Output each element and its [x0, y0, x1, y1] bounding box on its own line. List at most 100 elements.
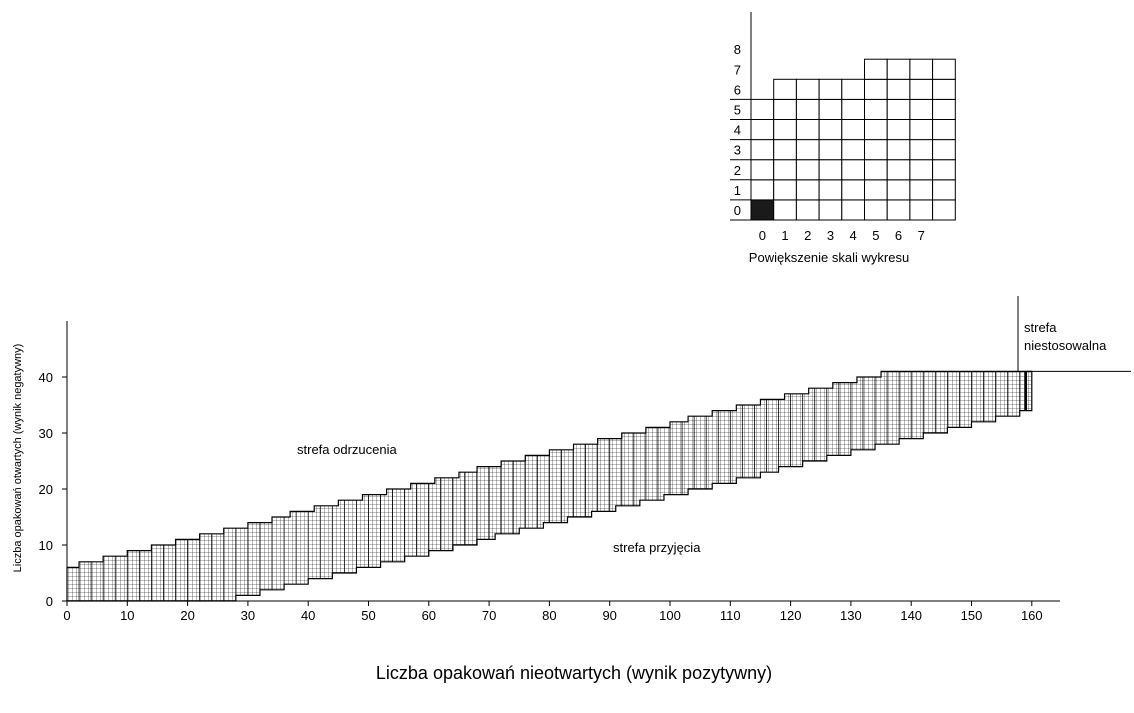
x-tick-label: 150 — [961, 608, 983, 623]
inset-cell — [909, 139, 934, 161]
inset-cell — [750, 119, 775, 141]
inset-cell — [818, 159, 843, 181]
inset-cell — [841, 98, 865, 121]
inset-cell — [773, 119, 797, 141]
inset-cell — [932, 119, 956, 141]
x-tick-label: 30 — [241, 608, 255, 623]
inset-cell — [909, 199, 934, 221]
inset-cell — [909, 159, 934, 181]
inset-cell — [864, 159, 888, 181]
accept-zone-label: strefa przyjęcia — [613, 540, 701, 555]
x-tick-label: 120 — [780, 608, 802, 623]
inset-filled-cell — [750, 199, 775, 221]
not-applicable-zone-label: strefa niestosowalna — [1024, 320, 1107, 353]
inset-x-tick-label: 1 — [781, 228, 788, 243]
inset-cell — [841, 179, 865, 201]
inset-cell — [932, 179, 956, 201]
inset-cell — [932, 159, 956, 181]
x-tick-label: 0 — [63, 608, 70, 623]
inset-cell — [932, 199, 956, 221]
inset-x-tick-label: 3 — [827, 228, 834, 243]
inset-cell — [773, 98, 797, 121]
inset-cell — [795, 159, 820, 181]
y-tick-label: 0 — [46, 594, 53, 609]
inset-cell — [841, 119, 865, 141]
main-axes — [66, 296, 1131, 602]
inset-x-tick-label: 7 — [918, 228, 925, 243]
inset-cell — [886, 58, 911, 80]
inset-cell — [864, 58, 888, 80]
inset-y-tick-label: 2 — [734, 163, 741, 178]
y-tick-label: 20 — [39, 482, 53, 497]
inset-x-tick-label: 4 — [850, 228, 857, 243]
inset-cell — [773, 199, 797, 221]
inset-cell — [909, 119, 934, 141]
inset-cell — [795, 119, 820, 141]
y-tick-label: 30 — [39, 426, 53, 441]
x-tick-label: 40 — [301, 608, 315, 623]
inset-y-tick-label: 3 — [734, 143, 741, 158]
continuation-band — [66, 370, 1033, 602]
x-tick-label: 110 — [720, 608, 741, 623]
x-axis-ticks: 0 10 20 30 40 50 60 70 80 90 100 110 120 130 140 150 160 — [63, 601, 1043, 623]
inset-cell — [909, 58, 934, 80]
inset-cell — [818, 139, 843, 161]
inset-y-tick-label: 0 — [734, 203, 741, 218]
inset-cell — [841, 78, 865, 100]
inset-cell — [773, 159, 797, 181]
inset-cell — [886, 139, 911, 161]
inset-cell — [841, 139, 865, 161]
x-tick-label: 140 — [900, 608, 922, 623]
inset-cell — [886, 179, 911, 201]
inset-cell — [795, 98, 820, 121]
x-tick-label: 160 — [1021, 608, 1043, 623]
inset-cell — [864, 78, 888, 100]
inset-cell — [864, 199, 888, 221]
x-tick-label: 60 — [422, 608, 436, 623]
x-tick-label: 80 — [542, 608, 556, 623]
x-tick-label: 90 — [602, 608, 616, 623]
x-tick-label: 100 — [659, 608, 681, 623]
inset-cell — [773, 78, 797, 100]
inset-cell — [818, 179, 843, 201]
inset-cell — [750, 139, 775, 161]
inset-title: Powiększenie skali wykresu — [749, 250, 909, 265]
inset-cell — [818, 78, 843, 100]
y-tick-label: 40 — [39, 370, 53, 385]
inset-cell — [818, 119, 843, 141]
inset-cell — [886, 159, 911, 181]
inset-cell — [864, 179, 888, 201]
inset-y-tick-label: 6 — [734, 82, 741, 97]
inset-y-tick-label: 1 — [734, 183, 741, 198]
x-tick-label: 10 — [120, 608, 134, 623]
inset-cell — [864, 139, 888, 161]
inset-cell — [909, 78, 934, 100]
inset-cell — [886, 199, 911, 221]
inset-x-tick-label: 6 — [895, 228, 902, 243]
inset-cell — [841, 159, 865, 181]
inset-cell — [864, 119, 888, 141]
inset-cell — [750, 98, 775, 121]
inset-cell — [909, 98, 934, 121]
inset-x-tick-label: 0 — [759, 228, 766, 243]
inset-cell — [932, 98, 956, 121]
inset-cell — [818, 199, 843, 221]
inset-cell — [795, 139, 820, 161]
inset-x-tick-label: 5 — [872, 228, 879, 243]
x-tick-label: 130 — [840, 608, 862, 623]
y-axis-ticks: 0 10 20 30 40 — [39, 370, 67, 609]
inset-cell — [750, 159, 775, 181]
inset-cell — [773, 139, 797, 161]
x-tick-label: 20 — [180, 608, 194, 623]
inset-cell — [773, 179, 797, 201]
inset-cell — [795, 78, 820, 100]
inset-cell — [818, 98, 843, 121]
inset-cell — [750, 179, 775, 201]
inset-cell — [932, 58, 956, 80]
inset-cell — [886, 78, 911, 100]
x-axis-label: Liczba opakowań nieotwartych (wynik pozy… — [376, 663, 772, 683]
inset-y-tick-label: 7 — [734, 62, 741, 77]
inset-cell — [932, 78, 956, 100]
